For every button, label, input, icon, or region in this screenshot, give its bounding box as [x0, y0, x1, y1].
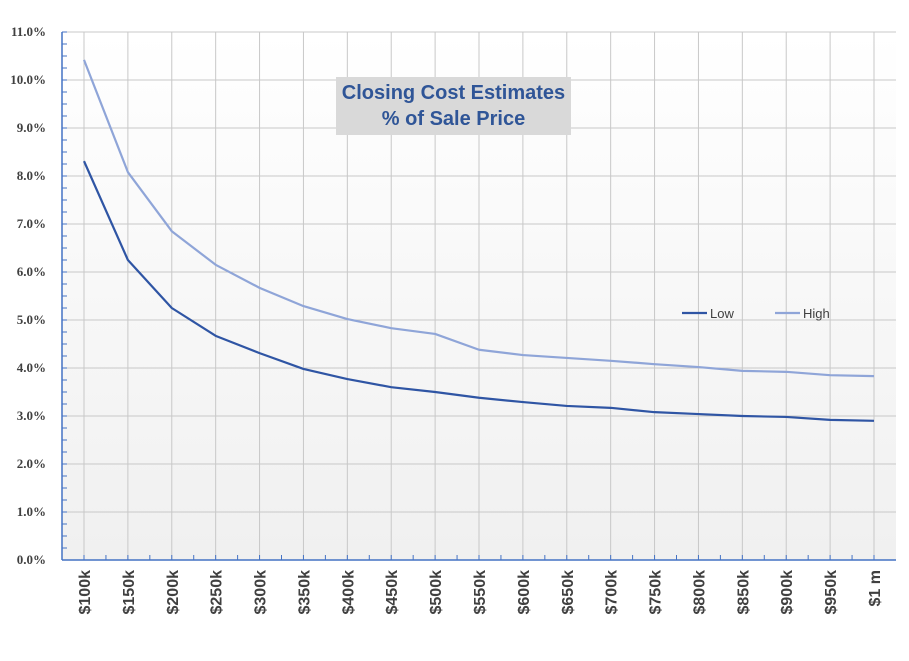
x-tick-label: $650k [560, 570, 577, 615]
x-tick-label: $150k [121, 570, 138, 615]
x-tick-label: $550k [472, 570, 489, 615]
y-tick-label: 8.0% [17, 168, 46, 183]
x-tick-label: $300k [253, 570, 270, 615]
x-tick-label: $1 m [867, 570, 884, 606]
x-tick-label: $850k [735, 570, 752, 615]
x-tick-label: $500k [428, 570, 445, 615]
x-tick-label: $250k [209, 570, 226, 615]
x-tick-label: $200k [165, 570, 182, 615]
x-tick-label: $100k [77, 570, 94, 615]
y-tick-label: 3.0% [17, 408, 46, 423]
legend: Low High [682, 306, 830, 321]
chart-title-line-2: % of Sale Price [381, 108, 526, 130]
y-tick-label: 5.0% [17, 312, 46, 327]
y-tick-label: 11.0% [11, 24, 46, 39]
x-tick-label: $750k [648, 570, 665, 615]
x-tick-label: $950k [823, 570, 840, 615]
x-tick-label: $350k [296, 570, 313, 615]
x-tick-label: $450k [384, 570, 401, 615]
x-tick-label: $700k [604, 570, 621, 615]
legend-label-low: Low [710, 306, 734, 321]
y-tick-label: 0.0% [17, 552, 46, 567]
y-tick-label: 10.0% [10, 72, 46, 87]
x-tick-label: $400k [340, 570, 357, 615]
y-tick-label: 9.0% [17, 120, 46, 135]
y-tick-label: 4.0% [17, 360, 46, 375]
y-tick-label: 7.0% [17, 216, 46, 231]
legend-label-high: High [803, 306, 830, 321]
x-tick-label: $900k [779, 570, 796, 615]
chart-title-line-1: Closing Cost Estimates [341, 82, 566, 104]
x-tick-label: $800k [691, 570, 708, 615]
y-tick-label: 1.0% [17, 504, 46, 519]
x-tick-label: $600k [516, 570, 533, 615]
y-tick-label: 2.0% [17, 456, 46, 471]
y-tick-label: 6.0% [17, 264, 46, 279]
chart-title: Closing Cost Estimates % of Sale Price [336, 77, 571, 135]
